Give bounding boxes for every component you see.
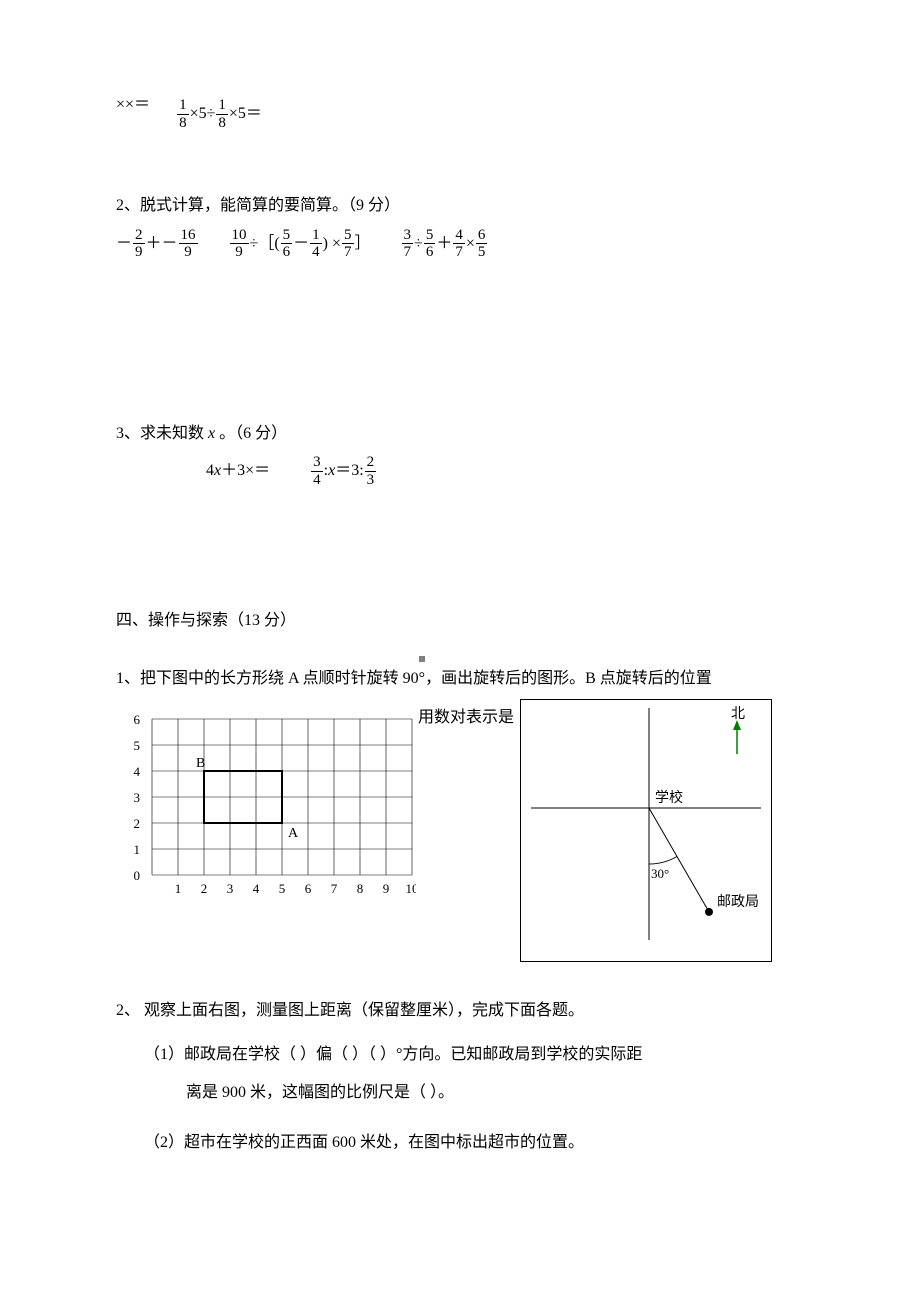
svg-text:30°: 30°: [651, 866, 669, 881]
section4-heading: 四、操作与探索（13 分）: [116, 608, 804, 634]
svg-text:2: 2: [201, 881, 208, 896]
section4-q2-p1b: 离是 900 米，这幅图的比例尺是（ ）。: [186, 1074, 804, 1112]
svg-text:0: 0: [134, 868, 141, 883]
svg-text:8: 8: [357, 881, 364, 896]
expr-top-right: 18 ×5÷ 18 ×5＝: [176, 97, 262, 131]
q2-expr-b: 109 ÷［( 56 － 14 ) × 57 ］: [229, 227, 371, 261]
q3-title: 3、求未知数 x 。（6 分）: [116, 421, 804, 447]
svg-text:6: 6: [305, 881, 312, 896]
svg-text:2: 2: [134, 816, 141, 831]
q2-expr-row: － 29 ＋－ 169 109 ÷［( 56 － 14 ) × 57 ］ 37 …: [116, 227, 804, 261]
page-center-marker: [419, 656, 425, 662]
svg-text:3: 3: [227, 881, 234, 896]
map-figure: 北学校 30° 邮政局: [520, 699, 772, 962]
svg-text:4: 4: [134, 764, 141, 779]
svg-text:B: B: [196, 756, 205, 771]
grid-figure: 0 1 2 3 4 5 6 1 2 3 4 5 6 7 8 9 10 B A: [116, 699, 416, 908]
q3-expr-b: 34 : x ＝3: 23: [310, 454, 377, 488]
svg-text:5: 5: [279, 881, 286, 896]
frac-1-8-b: 18: [216, 97, 228, 131]
expr-top-left-text: ××＝: [116, 92, 150, 118]
section4-q2-p2: （2）超市在学校的正西面 600 米处，在图中标出超市的位置。: [144, 1124, 804, 1162]
section4-q1: 1、把下图中的长方形绕 A 点顺时针旋转 90°，画出旋转后的图形。B 点旋转后…: [116, 666, 804, 692]
frac-1-8-a: 18: [177, 97, 189, 131]
q2-title: 2、脱式计算，能简算的要简算。（9 分）: [116, 193, 804, 219]
q3-expr-a: 4 x ＋3×＝: [206, 458, 270, 484]
svg-text:7: 7: [331, 881, 338, 896]
svg-text:5: 5: [134, 738, 141, 753]
figures-row: 0 1 2 3 4 5 6 1 2 3 4 5 6 7 8 9 10 B A 用数对表示是 北学校 30° 邮政局: [116, 699, 804, 962]
section4-q2-lead: 2、 观察上面右图，测量图上距离（保留整厘米），完成下面各题。: [116, 998, 804, 1024]
svg-text:1: 1: [134, 842, 141, 857]
q3-expr-row: 4 x ＋3×＝ 34 : x ＝3: 23: [206, 454, 804, 488]
grid-svg: 0 1 2 3 4 5 6 1 2 3 4 5 6 7 8 9 10 B A: [116, 699, 416, 899]
q1-tail-text: 用数对表示是: [416, 699, 520, 731]
svg-text:A: A: [288, 826, 299, 841]
expr-top-row: ××＝ 18 ×5÷ 18 ×5＝: [116, 92, 804, 131]
svg-text:9: 9: [383, 881, 390, 896]
q2-expr-a: － 29 ＋－ 169: [116, 227, 199, 261]
svg-text:北: 北: [731, 706, 745, 722]
op-mid1: ×5÷: [190, 101, 216, 127]
q2-expr-c: 37 ÷ 56 ＋ 47 × 65: [401, 227, 489, 261]
expr-top-left: ××＝: [116, 92, 150, 118]
svg-text:6: 6: [134, 712, 141, 727]
svg-text:4: 4: [253, 881, 260, 896]
svg-text:1: 1: [175, 881, 182, 896]
op-tail: ×5＝: [229, 101, 262, 127]
section4-q2-p1: （1）邮政局在学校（ ）偏（ ）（ ）°方向。已知邮政局到学校的实际距: [144, 1036, 804, 1074]
svg-text:3: 3: [134, 790, 141, 805]
svg-text:10: 10: [406, 881, 417, 896]
svg-text:学校: 学校: [655, 789, 683, 806]
map-svg: 北学校 30° 邮政局: [521, 700, 771, 952]
svg-text:邮政局: 邮政局: [717, 894, 759, 910]
